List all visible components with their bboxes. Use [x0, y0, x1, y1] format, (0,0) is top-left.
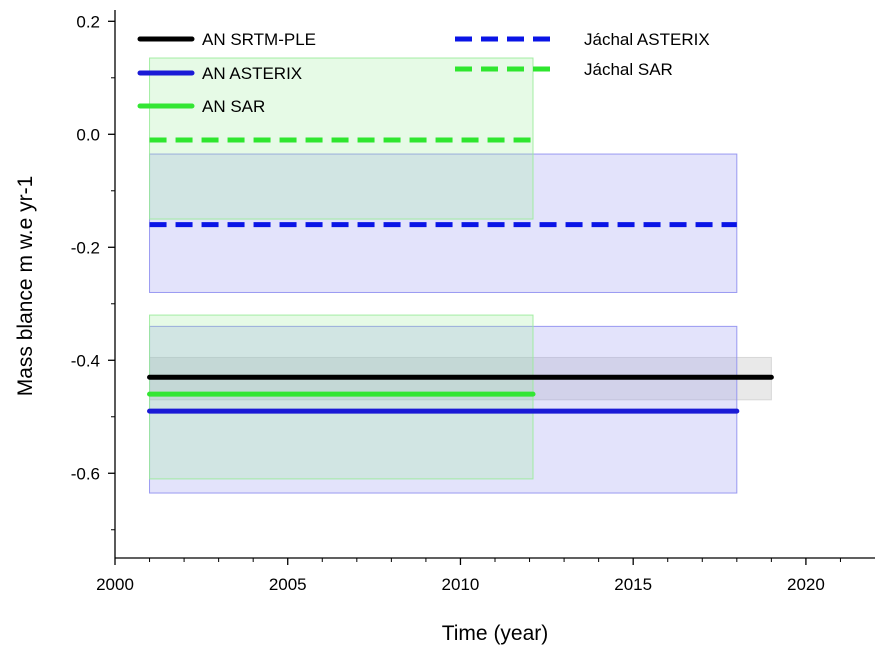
- y-axis-title: Mass blance m w.e yr-1: [14, 176, 37, 397]
- legend-label-0: AN SRTM-PLE: [202, 30, 316, 49]
- series-lines: [147, 137, 774, 414]
- x-tick-label: 2015: [614, 575, 652, 594]
- x-tick-label: 2005: [269, 575, 307, 594]
- legend-label-1: AN ASTERIX: [202, 64, 302, 83]
- x-tick-label: 2020: [787, 575, 825, 594]
- y-tick-label: -0.4: [71, 351, 100, 370]
- y-tick-label: -0.6: [71, 464, 100, 483]
- x-tick-label: 2010: [442, 575, 480, 594]
- tick-marks: 2000 2005 2010 2015 2020 0.2 0.0 -0.2 -0.4 -0.6: [71, 12, 841, 594]
- legend-label-3: Jáchal ASTERIX: [584, 30, 710, 49]
- uncertainty-band-2: [149, 314, 534, 480]
- y-tick-label: 0.0: [76, 125, 100, 144]
- uncertainty-bands: [149, 57, 772, 494]
- y-tick-label: 0.2: [76, 12, 100, 31]
- legend: AN SRTM-PLE AN ASTERIX AN SAR Jáchal ASTERI…: [137, 30, 710, 116]
- y-tick-label: -0.2: [71, 238, 100, 257]
- x-tick-label: 2000: [96, 575, 134, 594]
- legend-label-2: AN SAR: [202, 97, 265, 116]
- x-axis-title: Time (year): [442, 622, 549, 645]
- legend-label-4: Jáchal SAR: [584, 60, 673, 79]
